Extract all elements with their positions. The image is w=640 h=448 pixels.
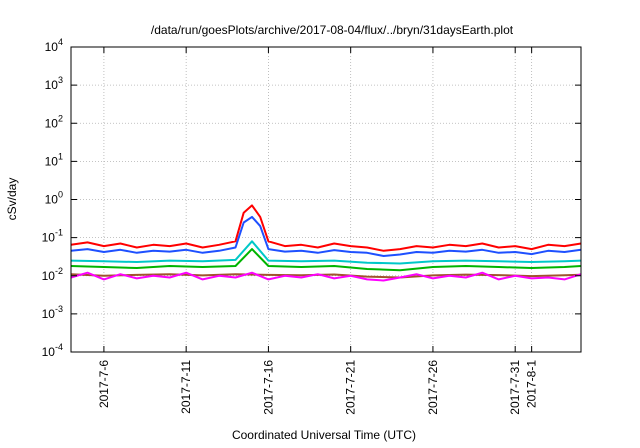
y-tick-base: 10 bbox=[45, 116, 59, 130]
y-tick-label: 10-1 bbox=[42, 228, 63, 245]
x-tick-label: 2017-7-6 bbox=[97, 360, 111, 408]
y-tick-base: 10 bbox=[45, 78, 59, 92]
y-tick-base: 10 bbox=[42, 345, 56, 359]
chart-title: /data/run/goesPlots/archive/2017-08-04/f… bbox=[151, 23, 514, 37]
series-line-2 bbox=[70, 215, 582, 257]
y-tick-label: 101 bbox=[45, 151, 63, 168]
y-tick-exponent: 0 bbox=[58, 190, 63, 200]
y-tick-exponent: 2 bbox=[58, 113, 63, 123]
y-tick-label: 103 bbox=[45, 75, 63, 92]
y-tick-label: 10-2 bbox=[42, 266, 63, 283]
y-tick-exponent: -4 bbox=[55, 342, 63, 352]
series-group bbox=[70, 204, 582, 282]
y-tick-base: 10 bbox=[42, 269, 56, 283]
series-line-5 bbox=[70, 273, 582, 279]
y-tick-label: 10-3 bbox=[42, 304, 63, 321]
y-tick-exponent: 3 bbox=[58, 75, 63, 85]
y-tick-base: 10 bbox=[42, 307, 56, 321]
y-tick-exponent: -3 bbox=[55, 304, 63, 314]
y-tick-exponent: 4 bbox=[58, 37, 63, 47]
y-tick-exponent: -1 bbox=[55, 228, 63, 238]
y-axis-label: cSv/day bbox=[5, 178, 19, 221]
y-tick-label: 10-4 bbox=[42, 342, 63, 359]
series-line-6 bbox=[70, 271, 582, 282]
y-tick-label: 104 bbox=[45, 37, 63, 54]
x-tick-label: 2017-7-16 bbox=[261, 360, 275, 415]
x-tick-label: 2017-8-1 bbox=[525, 360, 539, 408]
x-axis-label: Coordinated Universal Time (UTC) bbox=[232, 428, 416, 442]
y-tick-exponent: 1 bbox=[58, 151, 63, 161]
y-tick-label: 100 bbox=[45, 190, 63, 207]
y-tick-base: 10 bbox=[42, 231, 56, 245]
series-line-4 bbox=[70, 248, 582, 272]
y-tick-base: 10 bbox=[45, 193, 59, 207]
ticks bbox=[71, 46, 581, 353]
x-tick-label: 2017-7-26 bbox=[426, 360, 440, 415]
x-tick-label: 2017-7-21 bbox=[344, 360, 358, 415]
x-tick-label: 2017-7-11 bbox=[179, 360, 193, 414]
y-tick-base: 10 bbox=[45, 154, 59, 168]
x-tick-labels: 2017-7-6 2017-7-11 2017-7-16 2017-7-21 2017-… bbox=[97, 360, 539, 415]
x-tick-label: 2017-7-31 bbox=[508, 360, 522, 415]
y-tick-base: 10 bbox=[45, 40, 59, 54]
series-line-3 bbox=[70, 240, 582, 265]
series-line-1 bbox=[70, 204, 582, 252]
y-tick-label: 102 bbox=[45, 113, 63, 130]
y-tick-exponent: -2 bbox=[55, 266, 63, 276]
grid bbox=[71, 46, 581, 353]
